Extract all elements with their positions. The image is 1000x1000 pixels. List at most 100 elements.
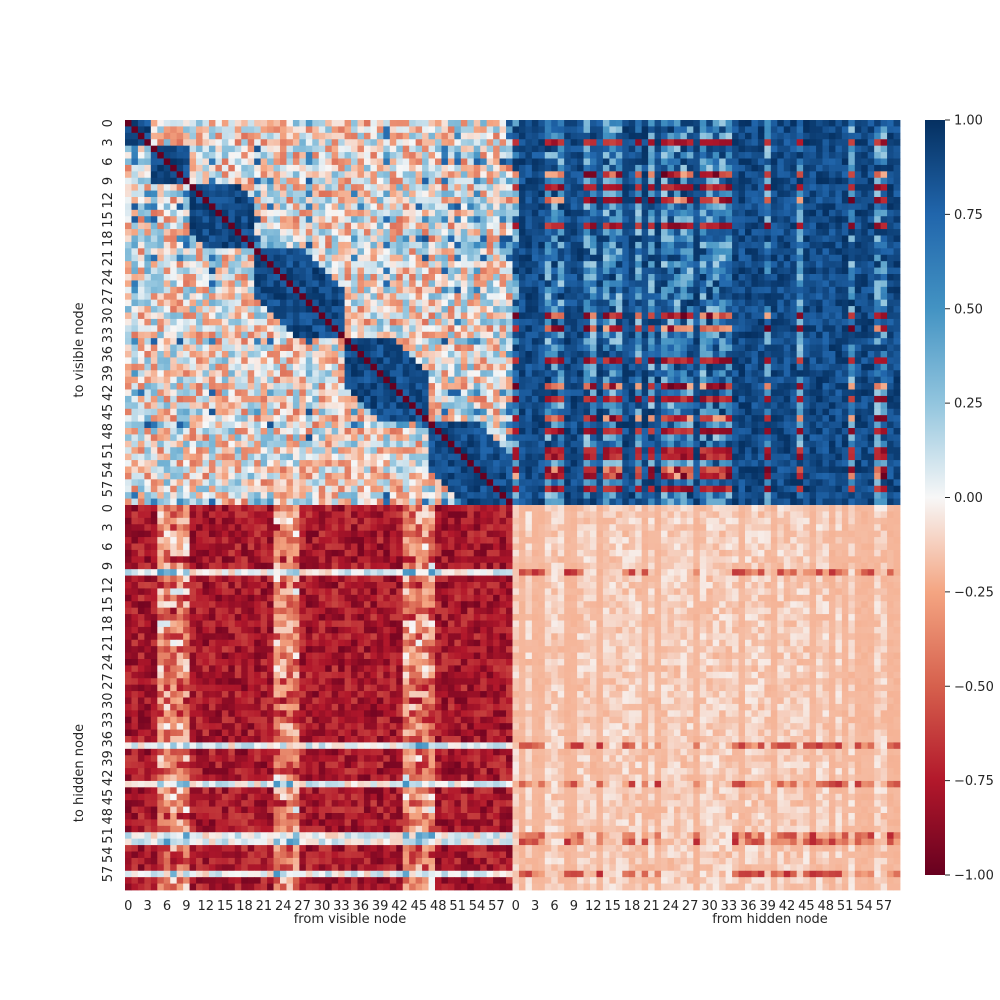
heatmap-cell (280, 171, 287, 179)
heatmap-cell (363, 216, 371, 224)
heatmap-cell (693, 274, 701, 281)
heatmap-cell (312, 158, 320, 166)
heatmap-cell (189, 357, 197, 365)
heatmap-cell (273, 241, 281, 249)
heatmap-cell (480, 318, 488, 326)
heatmap-cell (370, 177, 378, 185)
heatmap-cell (848, 158, 856, 166)
heatmap-cell (557, 383, 565, 390)
heatmap-cell (163, 184, 171, 191)
heatmap-cell (783, 274, 791, 281)
heatmap-cell (499, 370, 507, 378)
heatmap-cell (745, 254, 752, 262)
heatmap-cell (803, 318, 810, 326)
heatmap-cell (680, 318, 688, 326)
heatmap-cell (299, 171, 307, 179)
heatmap-cell (867, 177, 875, 185)
heatmap-cell (454, 286, 462, 294)
heatmap-cell (867, 132, 875, 140)
heatmap-cell (150, 209, 158, 217)
heatmap-cell (254, 306, 262, 313)
heatmap-cell (635, 184, 643, 191)
heatmap-cell (280, 197, 287, 204)
heatmap-cell (693, 235, 701, 243)
heatmap-cell (673, 222, 681, 230)
heatmap-cell (770, 145, 778, 153)
heatmap-cell (286, 363, 294, 371)
heatmap-cell (260, 338, 268, 345)
heatmap-cell (247, 209, 255, 217)
heatmap-cell (538, 274, 546, 281)
heatmap-cell (803, 248, 810, 256)
heatmap-cell (622, 325, 630, 333)
heatmap-cell (867, 209, 875, 217)
heatmap-cell (686, 370, 694, 378)
heatmap-cell (661, 293, 668, 301)
heatmap-cell (125, 344, 132, 352)
heatmap-cell (150, 280, 158, 288)
heatmap-cell (183, 318, 190, 326)
heatmap-cell (299, 338, 307, 345)
heatmap-cell (557, 126, 565, 134)
heatmap-cell (325, 235, 333, 243)
heatmap-cell (299, 235, 307, 243)
heatmap-cell (273, 376, 281, 384)
heatmap-cell (648, 274, 655, 281)
heatmap-cell (551, 235, 559, 243)
heatmap-cell (706, 184, 714, 191)
heatmap-cell (480, 293, 488, 301)
heatmap-cell (486, 331, 494, 339)
heatmap-cell (564, 158, 572, 166)
heatmap-cell (150, 171, 158, 179)
heatmap-cell (351, 190, 358, 198)
heatmap-cell (719, 152, 727, 159)
heatmap-cell (389, 164, 397, 172)
heatmap-cell (208, 363, 216, 371)
heatmap-cell (531, 325, 539, 333)
heatmap-cell (125, 171, 132, 179)
heatmap-cell (602, 344, 610, 352)
heatmap-cell (473, 190, 481, 198)
heatmap-cell (699, 120, 707, 127)
heatmap-cell (673, 184, 681, 191)
heatmap-cell (551, 190, 559, 198)
heatmap-cell (770, 299, 778, 307)
heatmap-cell (447, 177, 455, 185)
heatmap-cell (887, 331, 894, 339)
heatmap-cell (673, 197, 681, 204)
heatmap-cell (396, 261, 404, 268)
heatmap-cell (615, 152, 623, 159)
heatmap-cell (189, 312, 197, 320)
heatmap-cell (557, 274, 565, 281)
heatmap-cell (518, 306, 526, 313)
heatmap-cell (887, 376, 894, 384)
heatmap-cell (499, 293, 507, 301)
heatmap-cell (357, 184, 365, 191)
heatmap-cell (473, 286, 481, 294)
heatmap-cell (150, 126, 158, 134)
heatmap-cell (247, 177, 255, 185)
heatmap-cell (777, 197, 785, 204)
heatmap-cell (344, 197, 352, 204)
heatmap-cell (299, 274, 307, 281)
heatmap-cell (318, 357, 326, 365)
heatmap-cell (338, 235, 345, 243)
heatmap-cell (137, 222, 145, 230)
heatmap-cell (415, 241, 423, 249)
heatmap-cell (460, 120, 468, 127)
heatmap-cell (867, 376, 875, 384)
heatmap-cell (125, 331, 132, 339)
heatmap-cell (673, 158, 681, 166)
heatmap-cell (383, 197, 391, 204)
heatmap-cell (325, 171, 333, 179)
heatmap-cell (363, 164, 371, 172)
heatmap-cell (292, 363, 300, 371)
heatmap-cell (163, 376, 171, 384)
heatmap-cell (861, 325, 869, 333)
heatmap-cell (602, 241, 610, 249)
heatmap-cell (318, 145, 326, 153)
heatmap-cell (460, 344, 468, 352)
heatmap-cell (848, 120, 856, 127)
heatmap-cell (325, 351, 333, 358)
heatmap-cell (512, 184, 520, 191)
